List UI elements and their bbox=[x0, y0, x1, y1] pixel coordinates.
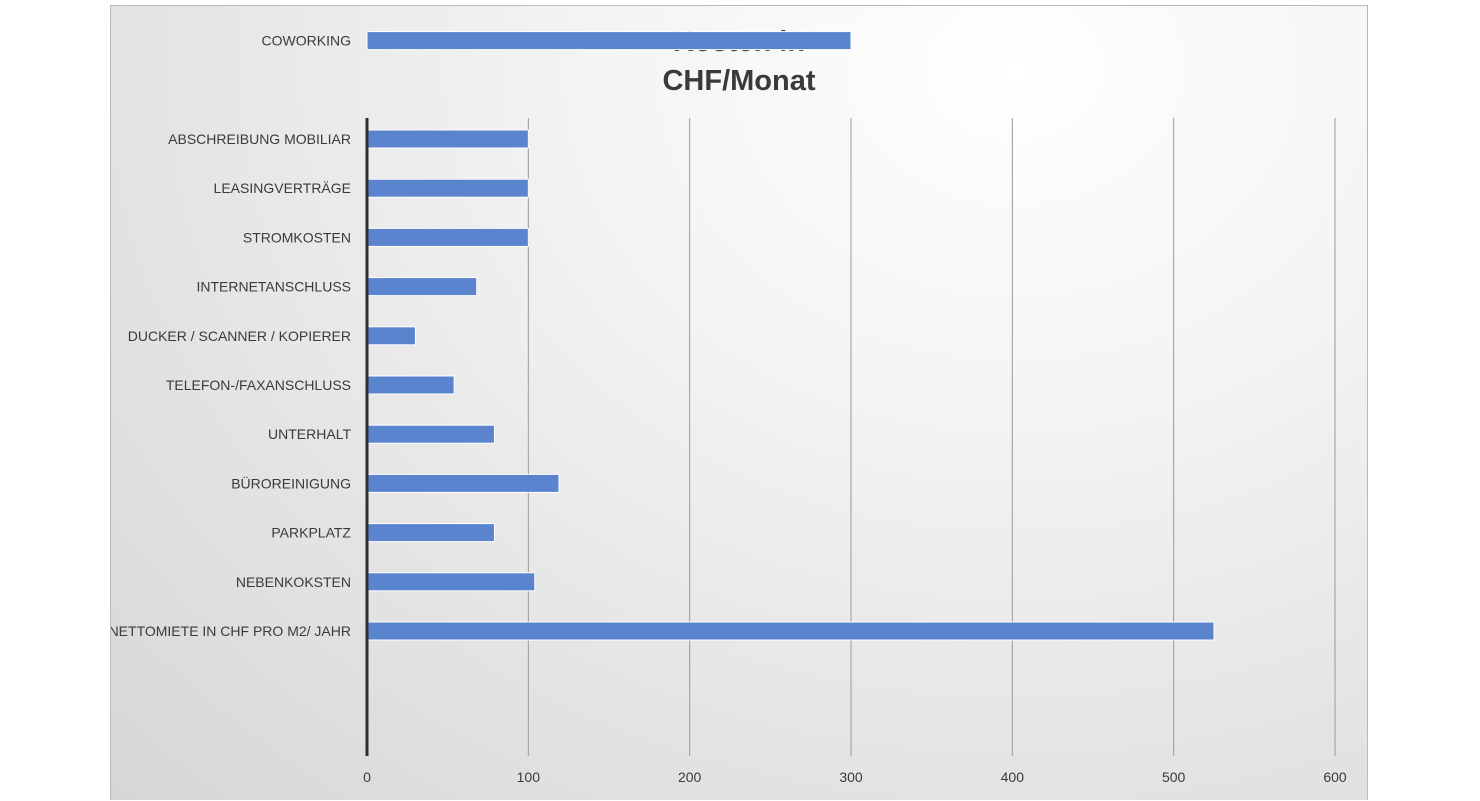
category-label: TELEFON-/FAXANSCHLUSS bbox=[166, 377, 351, 393]
category-label: ABSCHREIBUNG MOBILIAR bbox=[168, 131, 351, 147]
category-label: DUCKER / SCANNER / KOPIERER bbox=[128, 328, 351, 344]
category-label: NEBENKOKSTEN bbox=[236, 574, 351, 590]
x-tick-label: 0 bbox=[363, 769, 371, 785]
chart-title-line-2: CHF/Monat bbox=[662, 65, 816, 97]
bar bbox=[366, 277, 478, 297]
category-label: COWORKING bbox=[262, 33, 351, 49]
category-label: UNTERHALT bbox=[268, 426, 351, 442]
x-tick-label: 300 bbox=[839, 769, 863, 785]
x-tick-label: 400 bbox=[1001, 769, 1025, 785]
bar bbox=[366, 473, 560, 493]
chart-frame: Kosten in CHF/Monat NETTOMIETE IN CHF PR… bbox=[110, 5, 1368, 800]
bar bbox=[366, 424, 495, 444]
bar bbox=[366, 326, 416, 346]
bar bbox=[366, 523, 495, 543]
bar bbox=[366, 621, 1215, 641]
category-label: NETTOMIETE IN CHF PRO M2/ JAHR bbox=[111, 623, 351, 639]
category-label: STROMKOSTEN bbox=[243, 229, 351, 245]
bar bbox=[366, 572, 536, 592]
category-label: BÜROREINIGUNG bbox=[231, 474, 351, 491]
category-label: PARKPLATZ bbox=[271, 525, 351, 541]
x-tick-label: 500 bbox=[1162, 769, 1186, 785]
bar bbox=[366, 31, 852, 51]
category-label: INTERNETANSCHLUSS bbox=[196, 279, 351, 295]
bar bbox=[366, 178, 529, 198]
bar bbox=[366, 129, 529, 149]
x-tick-label: 600 bbox=[1323, 769, 1347, 785]
x-tick-label: 100 bbox=[517, 769, 541, 785]
bar bbox=[366, 227, 529, 247]
category-label: LEASINGVERTRÄGE bbox=[214, 180, 351, 196]
x-tick-label: 200 bbox=[678, 769, 702, 785]
bar-chart-plot: NETTOMIETE IN CHF PRO M2/ JAHR NEBENKOKST… bbox=[111, 31, 1347, 785]
bar bbox=[366, 375, 455, 395]
